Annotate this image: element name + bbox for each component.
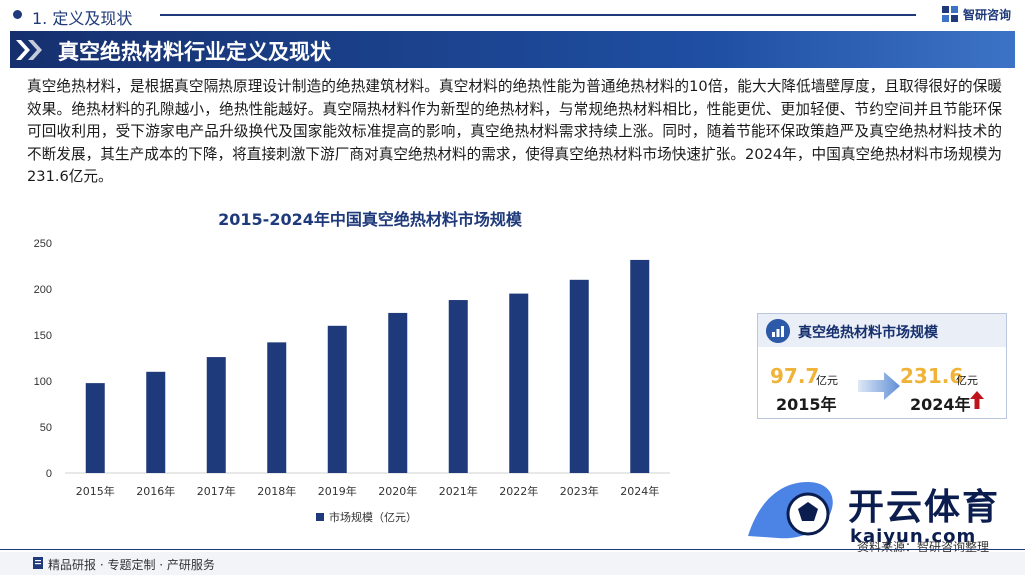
bar — [388, 312, 408, 473]
page-title: 真空绝热材料行业定义及现状 — [58, 40, 331, 64]
bullet-dot-icon — [13, 10, 22, 19]
y-tick-label: 150 — [34, 330, 52, 342]
intro-paragraph: 真空绝热材料，是根据真空隔热原理设计制造的绝热建筑材料。真空材料的绝热性能为普通… — [27, 78, 1002, 186]
brand: 智研咨询 — [941, 5, 1011, 23]
bar — [448, 300, 468, 473]
arrow-right-icon — [858, 372, 900, 400]
bar — [267, 342, 287, 473]
promo-name-zh: 开云体育 — [848, 487, 1001, 528]
x-tick-label: 2022年 — [499, 484, 538, 498]
bar — [146, 371, 166, 473]
bar — [85, 383, 105, 473]
y-tick-label: 100 — [34, 376, 52, 388]
end-year: 2024年 — [910, 395, 971, 414]
promo-name-en: kaiyun.com — [850, 526, 977, 547]
bar — [509, 293, 529, 473]
title-banner: 真空绝热材料行业定义及现状 — [10, 31, 1015, 68]
market-size-card: 真空绝热材料市场规模 — [757, 313, 1007, 419]
end-unit: 亿元 — [956, 374, 978, 387]
legend-swatch — [316, 513, 324, 521]
chevron-right-icon — [16, 40, 42, 60]
section-label: 1. 定义及现状 — [32, 9, 133, 28]
bar — [327, 325, 347, 473]
promo-logo — [748, 482, 833, 539]
chart-growth-icon — [766, 319, 790, 343]
header-divider — [160, 14, 916, 16]
x-tick-label: 2024年 — [620, 484, 659, 498]
bar-chart: 0 50 100 150 200 250 2015年 2016年 2017年 2018年 2019年… — [34, 238, 670, 498]
x-tick-label: 2018年 — [257, 484, 296, 498]
arrow-up-icon — [970, 391, 984, 409]
x-tick-label: 2023年 — [560, 484, 599, 498]
y-tick-label: 50 — [40, 422, 52, 434]
start-unit: 亿元 — [816, 374, 838, 387]
start-year: 2015年 — [776, 395, 837, 414]
legend-label: 市场规模（亿元） — [329, 511, 417, 524]
end-value: 231.6 — [900, 364, 964, 388]
x-tick-label: 2021年 — [439, 484, 478, 498]
footer-tagline: 精品研报 · 专题定制 · 产研服务 — [48, 558, 215, 572]
y-tick-label: 0 — [46, 468, 52, 480]
source-note: 资料来源：智研咨询整理 — [856, 540, 989, 554]
bar — [569, 279, 589, 473]
x-tick-label: 2016年 — [136, 484, 175, 498]
y-tick-label: 250 — [34, 238, 52, 250]
start-value: 97.7 — [770, 364, 820, 388]
bar — [206, 357, 226, 473]
bar — [630, 259, 650, 473]
footer-bar — [0, 552, 1025, 575]
zhiyan-logo-icon — [941, 6, 958, 22]
x-tick-label: 2015年 — [76, 484, 115, 498]
chart-legend: 市场规模（亿元） — [316, 509, 417, 525]
y-tick-label: 200 — [34, 284, 52, 296]
x-tick-label: 2020年 — [378, 484, 417, 498]
footer-divider — [0, 549, 1025, 550]
chart-title: 2015-2024年中国真空绝热材料市场规模 — [218, 210, 522, 229]
x-tick-label: 2017年 — [197, 484, 236, 498]
brand-name: 智研咨询 — [962, 7, 1011, 22]
card-header: 真空绝热材料市场规模 — [758, 314, 1006, 347]
x-tick-label: 2019年 — [318, 484, 357, 498]
card-title: 真空绝热材料市场规模 — [798, 325, 938, 341]
document-icon — [33, 557, 43, 569]
top-bar: 1. 定义及现状 智研咨询 — [0, 0, 1025, 30]
